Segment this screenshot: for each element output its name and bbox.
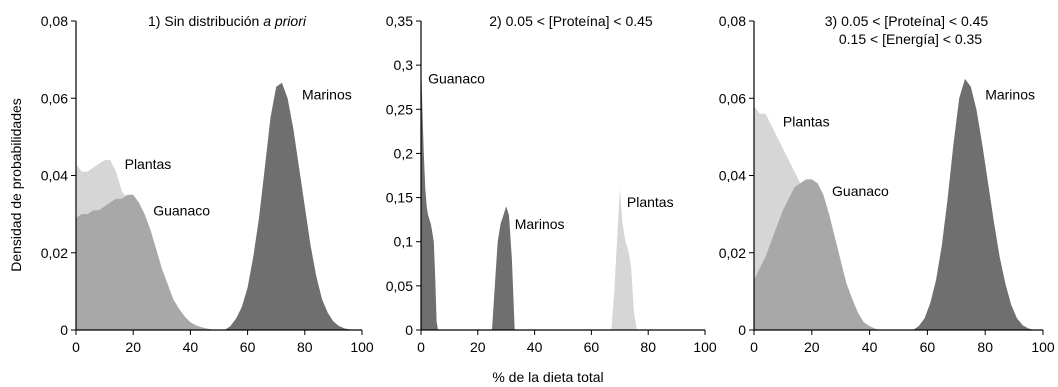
x-tick-label: 40 [183,339,199,355]
series-label-marinos: Marinos [985,86,1035,102]
y-tick-label: 0 [60,322,68,338]
y-tick-label: 0,06 [41,90,68,106]
y-tick-label: 0,2 [394,145,414,161]
x-tick-label: 100 [693,339,717,355]
series-label-marinos: Marinos [515,216,565,232]
x-tick-label: 0 [750,339,758,355]
series-area-marinos [224,82,357,330]
chart-panel-3: 0 0,02 0,04 0,06 0,08 0 20 40 60 80 100 3) 0.05 < [… [719,13,1055,355]
y-tick-label: 0,05 [386,278,413,294]
y-tick-label: 0,04 [719,168,746,184]
x-axis-label: % de la dieta total [492,369,603,385]
x-tick-label: 20 [125,339,141,355]
y-tick-label: 0,3 [394,57,414,73]
y-tick-label: 0,02 [41,245,68,261]
y-axis-label: Densidad de probabilidades [8,98,24,272]
x-tick-label: 100 [1031,339,1055,355]
y-tick-label: 0,08 [719,13,746,29]
y-tick-label: 0,04 [41,168,68,184]
y-tick-label: 0,35 [386,13,413,29]
x-tick-label: 80 [297,339,313,355]
x-tick-label: 60 [240,339,256,355]
panel-title-line2: 0.15 < [Energía] < 0.35 [839,31,982,47]
x-tick-label: 20 [804,339,820,355]
panels: 0 0,02 0,04 0,06 0,08 0 20 40 60 80 100 1) Sin dist… [41,13,1055,355]
series-area-marinos [913,78,1035,331]
series-label-plantas: Plantas [125,156,172,172]
x-tick-label: 40 [862,339,878,355]
x-tick-label: 20 [470,339,486,355]
x-tick-label: 100 [350,339,374,355]
series-label-plantas: Plantas [783,113,830,129]
y-tick-label: 0,15 [386,190,413,206]
panel-title: 1) Sin distribución a priori [148,13,307,29]
y-tick-label: 0,1 [394,234,414,250]
series-area-marinos [492,206,515,330]
chart-panel-1: 0 0,02 0,04 0,06 0,08 0 20 40 60 80 100 1) Sin dist… [41,13,374,355]
panel-title: 2) 0.05 < [Proteína] < 0.45 [489,13,653,29]
series-area-guanaco [421,60,438,330]
series-label-plantas: Plantas [627,194,674,210]
x-tick-label: 0 [72,339,80,355]
chart-panel-2: 0 0,05 0,1 0,15 0,2 0,25 0,3 0,35 0 20 40 60 80 100 2)… [386,13,717,355]
y-tick-label: 0,25 [386,101,413,117]
y-tick-label: 0 [405,322,413,338]
x-tick-label: 0 [417,339,425,355]
series-label-guanaco: Guanaco [428,70,485,86]
y-tick-label: 0 [738,322,746,338]
x-tick-label: 80 [977,339,993,355]
series-area-guanaco [754,179,882,330]
series-label-guanaco: Guanaco [153,202,210,218]
y-tick-label: 0,02 [719,245,746,261]
x-tick-label: 60 [584,339,600,355]
series-label-marinos: Marinos [302,86,352,102]
series-area-plantas [611,188,637,330]
x-tick-label: 60 [920,339,936,355]
y-tick-label: 0,06 [719,90,746,106]
x-tick-label: 80 [640,339,656,355]
panel-title: 3) 0.05 < [Proteína] < 0.45 [825,13,989,29]
series-area-guanaco [76,194,219,330]
series-label-guanaco: Guanaco [832,183,889,199]
x-tick-label: 40 [527,339,543,355]
y-tick-label: 0,08 [41,13,68,29]
